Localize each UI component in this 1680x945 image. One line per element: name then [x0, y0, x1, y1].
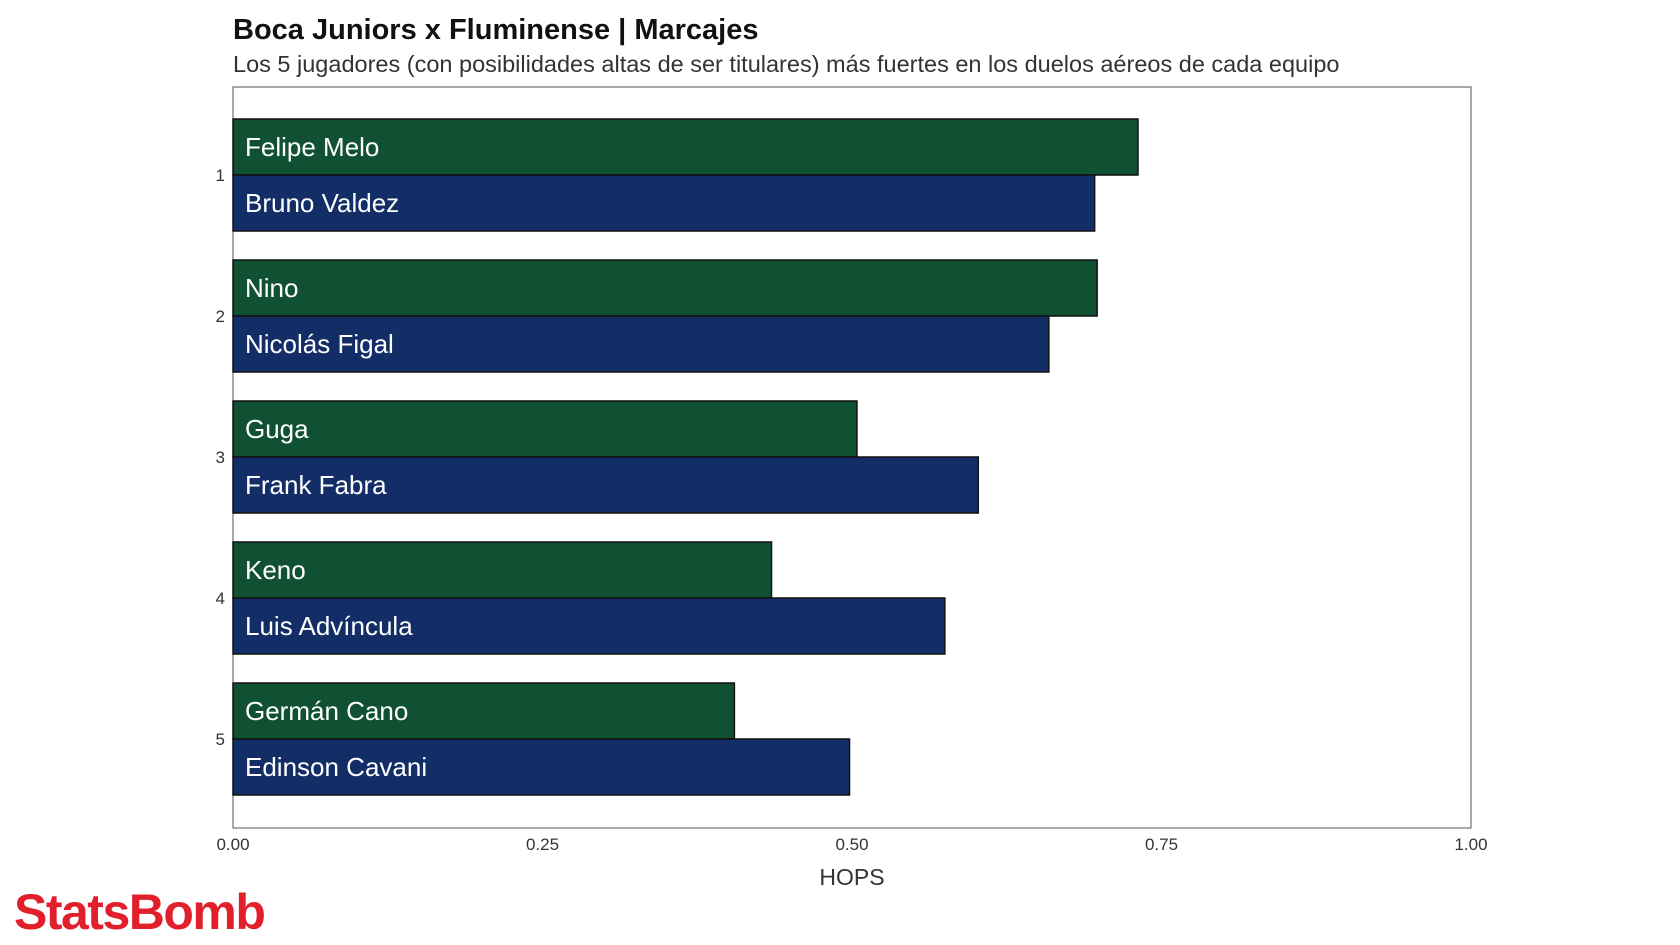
x-tick-label: 0.50: [835, 835, 868, 854]
bar-label: Nino: [245, 273, 298, 303]
bar-frank-fabra: [232, 456, 980, 514]
bar-label: Felipe Melo: [245, 132, 379, 162]
bar-label: Edinson Cavani: [245, 752, 427, 782]
y-tick-label: 2: [216, 307, 225, 326]
bar-label: Luis Advíncula: [245, 611, 413, 641]
bar-label: Guga: [245, 414, 309, 444]
bar-edinson-cavani: [232, 738, 851, 796]
bar-label: Nicolás Figal: [245, 329, 394, 359]
x-tick-label: 0.25: [526, 835, 559, 854]
y-tick-label: 4: [216, 589, 225, 608]
bar-luis-adv-ncula: [232, 597, 946, 655]
bar-nicol-s-figal: [232, 315, 1050, 373]
bar-nino: [232, 259, 1098, 317]
bar-bruno-valdez: [232, 174, 1096, 232]
y-tick-label: 1: [216, 166, 225, 185]
chart-subtitle: Los 5 jugadores (con posibilidades altas…: [233, 51, 1340, 77]
bar-label: Keno: [245, 555, 306, 585]
bar-label: Frank Fabra: [245, 470, 387, 500]
bar-label: Bruno Valdez: [245, 188, 399, 218]
bar-germ-n-cano: [232, 682, 736, 740]
x-tick-label: 0.00: [216, 835, 249, 854]
bar-label: Germán Cano: [245, 696, 408, 726]
bars-layer: Felipe Melo Bruno Valdez Nino Nicolás Figal…: [232, 118, 1139, 796]
x-tick-label: 1.00: [1454, 835, 1487, 854]
y-tick-label: 5: [216, 730, 225, 749]
bar-guga: [232, 400, 858, 458]
bar-felipe-melo: [232, 118, 1139, 176]
y-tick-label: 3: [216, 448, 225, 467]
x-tick-label: 0.75: [1145, 835, 1178, 854]
bar-keno: [232, 541, 773, 599]
x-axis: 0.00 0.25 0.50 0.75 1.00: [216, 835, 1487, 854]
chart-title: Boca Juniors x Fluminense | Marcajes: [233, 14, 759, 46]
y-axis: 1 2 3 4 5: [216, 166, 225, 749]
x-axis-label: HOPS: [819, 864, 884, 890]
statsbomb-logo: StatsBomb: [14, 884, 266, 940]
